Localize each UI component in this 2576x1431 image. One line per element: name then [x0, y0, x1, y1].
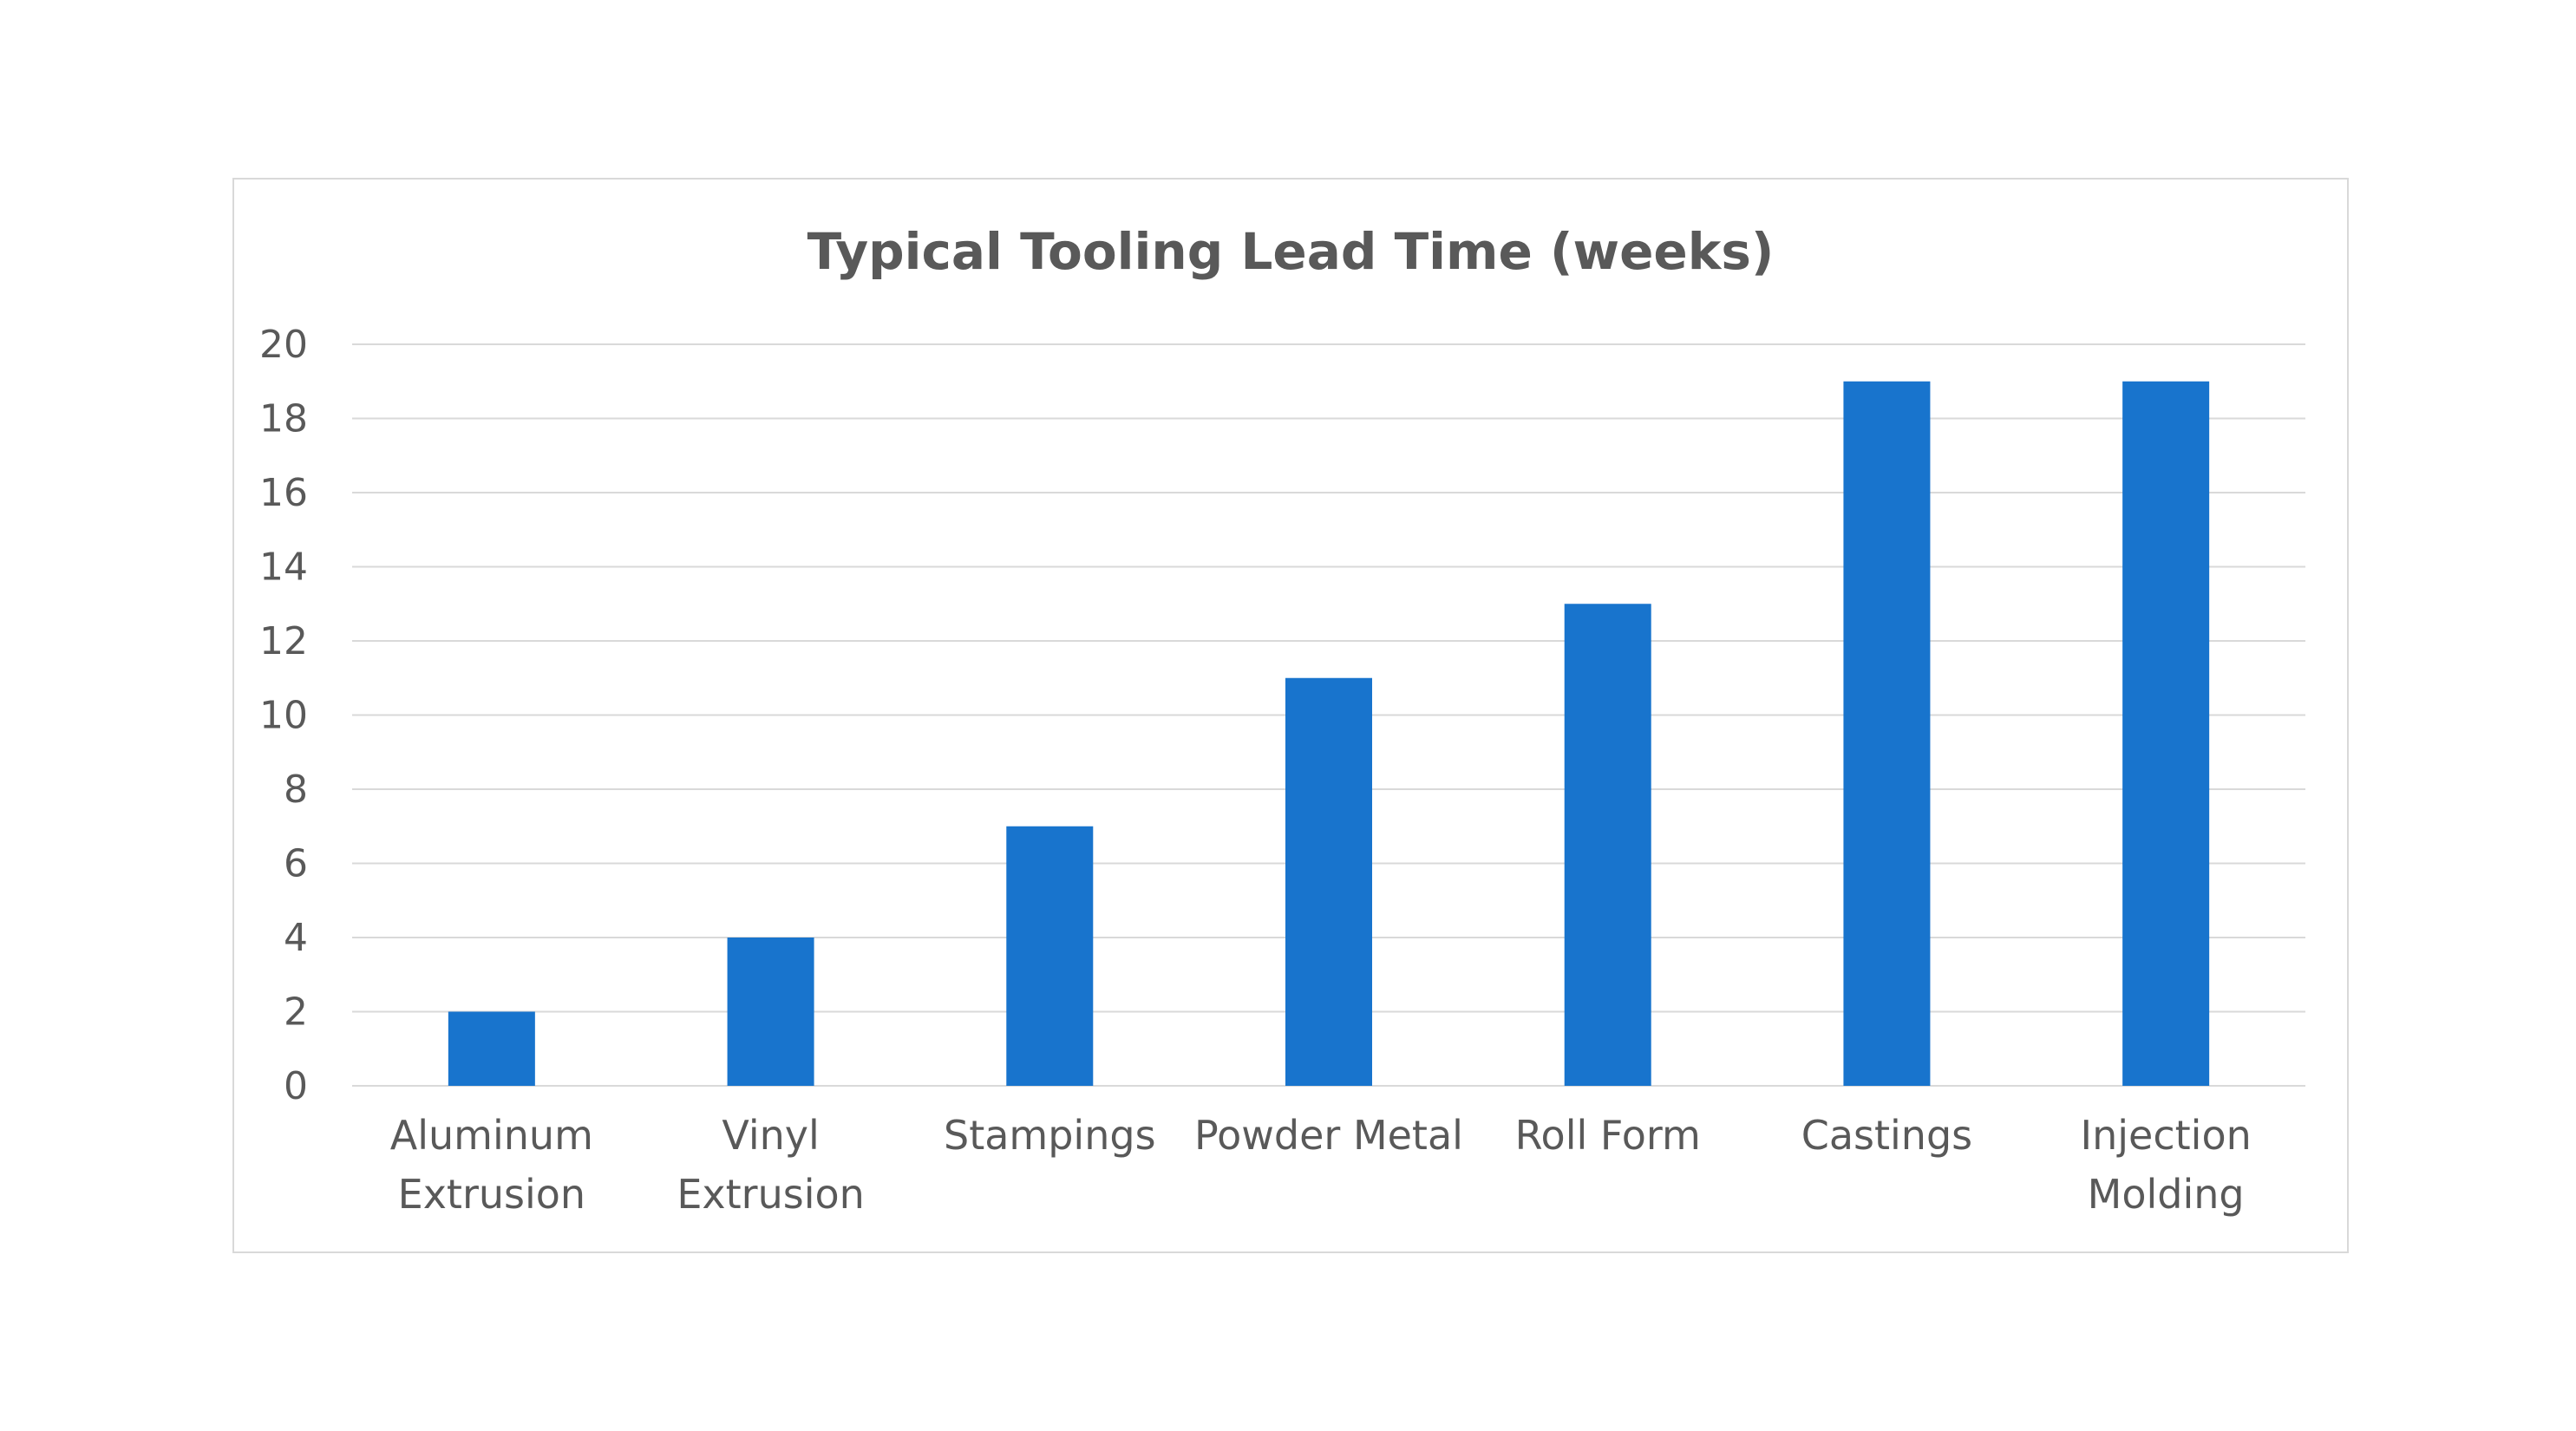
- y-tick-label: 12: [259, 619, 308, 663]
- x-category-label: Powder Metal: [1194, 1112, 1463, 1159]
- bar: [1006, 826, 1094, 1086]
- bar-chart: Typical Tooling Lead Time (weeks) 0 2 4 6 8 1…: [259, 222, 2305, 1218]
- bar: [1285, 677, 1372, 1086]
- x-category-label: Extrusion: [398, 1171, 585, 1218]
- y-tick-label: 18: [259, 397, 308, 441]
- x-category-label: Extrusion: [677, 1171, 864, 1218]
- bar: [1564, 604, 1651, 1086]
- y-tick-label: 16: [259, 471, 308, 515]
- x-category-label: Molding: [2088, 1171, 2245, 1218]
- x-category-label: Castings: [1801, 1112, 1972, 1159]
- y-tick-label: 4: [284, 916, 308, 960]
- bar: [448, 1011, 535, 1086]
- x-category-label: Aluminum: [390, 1112, 593, 1159]
- y-tick-label: 2: [284, 990, 308, 1035]
- y-tick-label: 6: [284, 842, 308, 886]
- bars: [448, 381, 2210, 1086]
- chart-frame: Typical Tooling Lead Time (weeks) 0 2 4 6 8 1…: [232, 178, 2349, 1253]
- chart-title: Typical Tooling Lead Time (weeks): [807, 222, 1775, 281]
- y-axis-ticks: 0 2 4 6 8 10 12 14 16 18 20: [259, 323, 308, 1108]
- y-tick-label: 10: [259, 694, 308, 738]
- bar: [727, 938, 814, 1086]
- x-category-label: Vinyl: [722, 1112, 819, 1159]
- y-tick-label: 8: [284, 768, 308, 812]
- x-category-label: Roll Form: [1515, 1112, 1701, 1159]
- bar: [1843, 381, 1931, 1086]
- x-axis-categories: Aluminum Extrusion Vinyl Extrusion Stampings…: [390, 1112, 2252, 1218]
- y-tick-label: 20: [259, 323, 308, 367]
- bar: [2122, 381, 2210, 1086]
- y-tick-label: 0: [284, 1064, 308, 1108]
- x-category-label: Injection: [2081, 1112, 2252, 1159]
- y-tick-label: 14: [259, 546, 308, 590]
- x-category-label: Stampings: [944, 1112, 1156, 1159]
